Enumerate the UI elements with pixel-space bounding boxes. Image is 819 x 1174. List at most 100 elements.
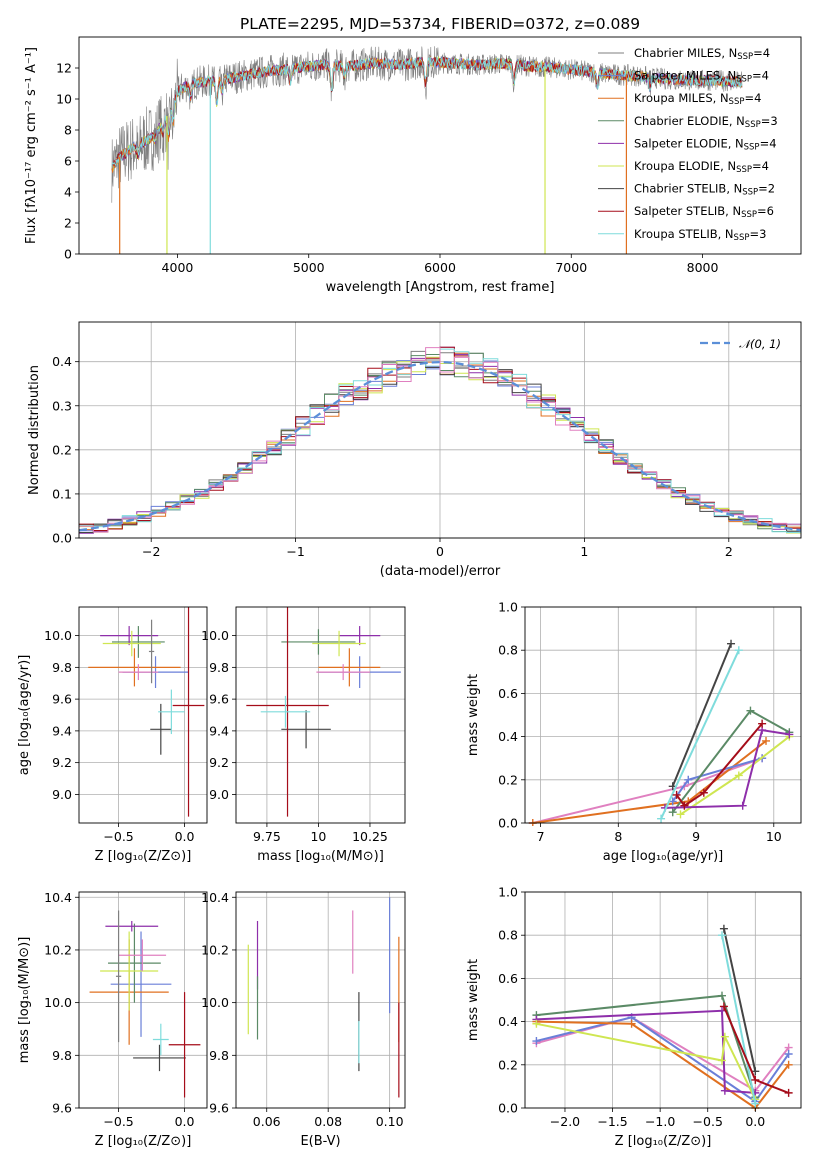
weight-point-marker xyxy=(751,1075,760,1084)
legend-suffix: =4 xyxy=(753,46,770,60)
weight-point-marker xyxy=(784,1060,793,1069)
x-tick-label: 5000 xyxy=(293,260,325,275)
weight-point-marker xyxy=(718,991,727,1000)
legend-suffix: =4 xyxy=(752,159,769,173)
weight-point-marker xyxy=(784,1050,793,1058)
weight-line xyxy=(664,728,790,809)
y-tick-label: 9.2 xyxy=(209,755,229,770)
x-tick-label: −0.5 xyxy=(103,1114,133,1129)
weight-point-marker xyxy=(699,788,708,797)
weight-point-marker xyxy=(718,1056,727,1065)
weight-point-marker xyxy=(734,646,743,655)
legend-subscript: SSP xyxy=(736,165,752,175)
y-tick-label: 10.0 xyxy=(44,628,72,643)
x-tick-label: 2 xyxy=(725,544,733,559)
weight-line xyxy=(536,1016,790,1103)
y-tick-label: 9.6 xyxy=(52,692,72,707)
y-tick-label: 9.4 xyxy=(209,723,229,738)
y-tick-label: 9.4 xyxy=(52,723,72,738)
weight-point-marker xyxy=(785,730,794,739)
x-axis-label: wavelength [Angstrom, rest frame] xyxy=(326,280,555,295)
x-tick-label: 0.08 xyxy=(314,1114,342,1129)
y-axis-label: Normed distribution xyxy=(27,365,42,495)
y-tick-label: 10.4 xyxy=(44,890,72,905)
x-tick-label: 9 xyxy=(692,829,700,844)
y-tick-label: 12 xyxy=(56,61,72,76)
y-tick-label: 10 xyxy=(56,92,72,107)
weight-point-marker xyxy=(738,801,747,810)
y-tick-label: 9.0 xyxy=(209,787,229,802)
legend-entry-label: Chabrier STELIB, NSSP=2 xyxy=(634,182,775,198)
weight-point-marker xyxy=(668,808,677,817)
y-axis-label: age [log₁₀(age/yr)] xyxy=(17,655,32,776)
x-axis-label: age [log₁₀(age/yr)] xyxy=(603,849,724,864)
weight-point-marker xyxy=(719,1002,728,1011)
x-tick-label: −1 xyxy=(286,544,304,559)
legend-entry-label: Salpeter MILES, NSSP=4 xyxy=(634,69,769,85)
weight-point-marker xyxy=(718,931,727,940)
weight-point-marker xyxy=(751,1099,760,1108)
y-tick-label: 0.0 xyxy=(498,816,518,831)
errorbar-series xyxy=(89,910,201,1098)
weight-series xyxy=(528,639,794,826)
x-tick-label: 4000 xyxy=(162,260,194,275)
y-tick-label: 0 xyxy=(64,247,72,262)
y-axis-label: mass weight xyxy=(466,959,481,1041)
weight-point-marker xyxy=(627,1019,636,1028)
y-tick-label: 0.6 xyxy=(498,971,518,986)
y-axis-label: mass weight xyxy=(466,674,481,756)
x-tick-label: −0.5 xyxy=(103,829,133,844)
weight-point-marker xyxy=(758,719,767,728)
y-tick-label: 9.6 xyxy=(52,1101,72,1116)
y-tick-label: 0.2 xyxy=(498,1057,518,1072)
x-tick-label: 0.10 xyxy=(376,1114,404,1129)
legend-entry-label: Kroupa MILES, NSSP=4 xyxy=(634,91,761,107)
x-axis-label: Z [log₁₀(Z/Z⊙)] xyxy=(95,1134,192,1149)
weight-point-marker xyxy=(657,814,666,823)
y-tick-label: 9.8 xyxy=(209,1048,229,1063)
x-tick-label: 0 xyxy=(436,544,444,559)
legend-suffix: =4 xyxy=(752,69,769,83)
weight-point-marker xyxy=(532,1037,541,1046)
x-axis-label: mass [log₁₀(M/M⊙)] xyxy=(257,849,384,864)
errorbar-series xyxy=(88,607,205,817)
weight-point-marker xyxy=(762,736,771,745)
residuals-legend: 𝒩(0, 1) xyxy=(700,337,781,351)
weight-point-marker xyxy=(734,771,743,780)
x-axis-label: (data-model)/error xyxy=(380,564,501,579)
y-tick-label: 0.8 xyxy=(498,928,518,943)
y-tick-label: 0.0 xyxy=(52,531,72,546)
weight-line xyxy=(532,740,767,824)
y-tick-label: 9.8 xyxy=(209,660,229,675)
weight-line xyxy=(660,649,740,820)
y-tick-label: 10.0 xyxy=(44,995,72,1010)
mass-vs-EBV-panel: 0.06 0.08 0.10 9.6 9.8 10.0 10.2 10.4 E(B-V) xyxy=(201,890,406,1149)
x-tick-label: −1.0 xyxy=(645,1114,675,1129)
legend-subscript: SSP xyxy=(737,52,753,62)
x-tick-label: 9.75 xyxy=(253,829,281,844)
errorbar-series xyxy=(246,607,401,817)
axes-frame xyxy=(78,891,208,1109)
y-tick-label: 9.2 xyxy=(52,755,72,770)
x-tick-label: 6000 xyxy=(424,260,456,275)
weight-point-marker xyxy=(720,1086,729,1095)
y-axis-label: mass [log₁₀(M/M⊙)] xyxy=(17,937,32,1064)
y-tick-label: 0.1 xyxy=(52,486,72,501)
x-tick-label: 0.0 xyxy=(745,1114,765,1129)
y-tick-label: 6 xyxy=(64,154,72,169)
y-tick-label: 1.0 xyxy=(498,885,518,900)
legend-entry-label: Kroupa ELODIE, NSSP=4 xyxy=(634,159,769,175)
legend-suffix: =3 xyxy=(749,227,766,241)
x-tick-label: 8000 xyxy=(687,260,719,275)
x-axis-label: E(B-V) xyxy=(300,1134,340,1149)
x-tick-label: 7 xyxy=(537,829,545,844)
legend-subscript: SSP xyxy=(745,120,761,130)
weight-line xyxy=(675,722,763,808)
x-axis-label: Z [log₁₀(Z/Z⊙)] xyxy=(95,849,192,864)
y-tick-label: 0.4 xyxy=(498,729,518,744)
legend-suffix: =4 xyxy=(744,91,761,105)
y-tick-label: 9.8 xyxy=(52,1048,72,1063)
legend-entry-label: Salpeter ELODIE, NSSP=4 xyxy=(634,136,777,152)
